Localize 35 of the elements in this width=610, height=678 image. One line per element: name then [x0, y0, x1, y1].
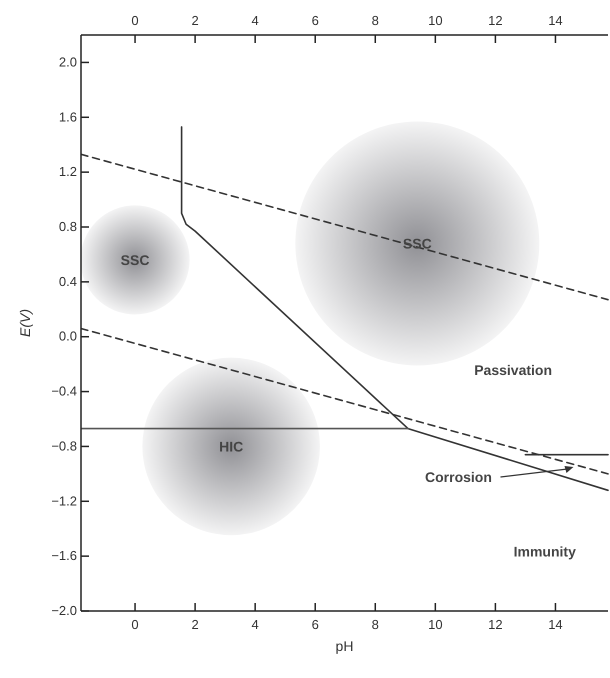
annotation: Passivation: [474, 362, 552, 378]
y-tick-label: −0.8: [51, 438, 77, 454]
x2-tick-label: 10: [428, 13, 443, 28]
x2-tick-label: 4: [252, 13, 259, 28]
y-tick-label: 0.4: [58, 274, 77, 289]
x-tick-label: 12: [488, 617, 503, 632]
y-tick-label: 2.0: [58, 54, 77, 70]
y-tick-label: −1.2: [51, 493, 77, 508]
x-tick-label: 8: [372, 617, 379, 632]
x-tick-label: 2: [191, 617, 199, 632]
y-tick-label: −1.6: [51, 548, 77, 564]
x-tick-label: 0: [131, 617, 139, 632]
x2-tick-label: 0: [131, 13, 139, 28]
y-axis-title: E(V): [17, 309, 33, 337]
annotation: Immunity: [514, 543, 576, 560]
annotation: SSC: [120, 252, 150, 268]
annotation: Corrosion: [425, 469, 492, 485]
x-tick-label: 4: [252, 617, 259, 632]
x2-tick-label: 14: [548, 13, 563, 28]
x-tick-label: 10: [428, 617, 443, 632]
x2-tick-label: 2: [191, 13, 199, 28]
x2-tick-label: 8: [372, 13, 379, 28]
x-axis-title: pH: [336, 638, 354, 654]
y-tick-label: 0.8: [58, 219, 77, 234]
y-tick-label: −0.4: [51, 384, 77, 399]
y-tick-label: −2.0: [51, 603, 77, 618]
x2-tick-label: 12: [488, 13, 503, 28]
x-tick-label: 6: [312, 617, 319, 632]
x2-tick-label: 6: [312, 13, 319, 28]
y-tick-label: 1.6: [58, 109, 77, 124]
x-tick-label: 14: [548, 617, 563, 632]
annotation: HIC: [219, 438, 244, 454]
y-tick-label: 0.0: [58, 328, 77, 344]
y-tick-label: 1.2: [58, 164, 77, 180]
annotation: SSC: [402, 235, 432, 252]
